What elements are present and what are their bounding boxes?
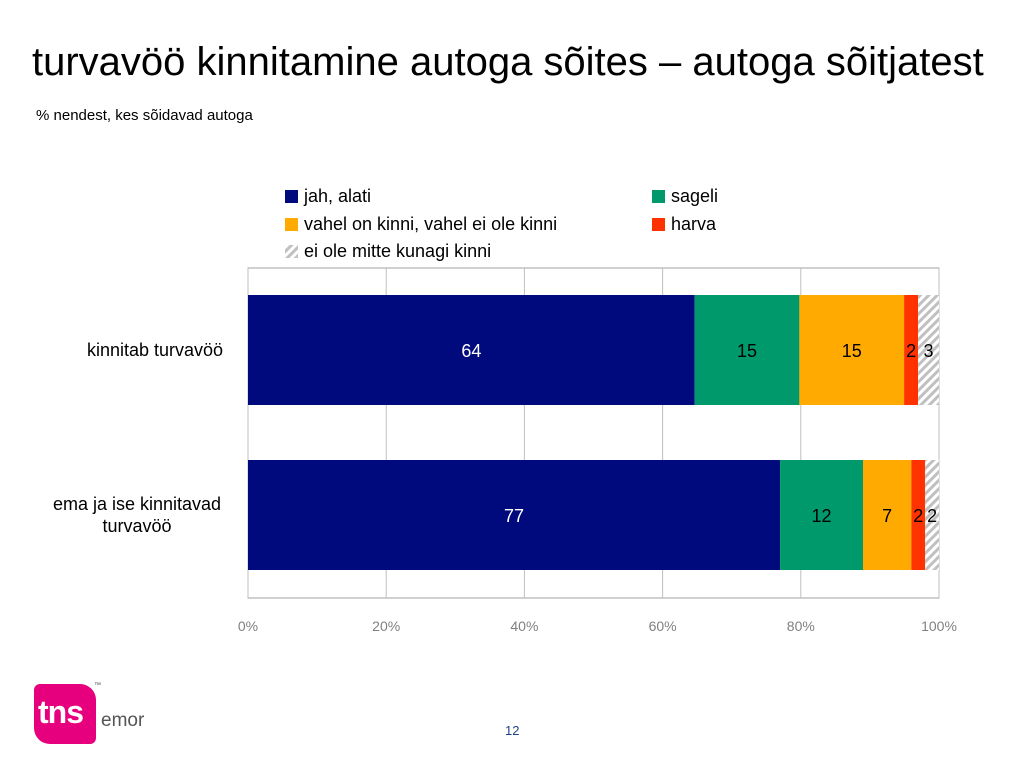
category-label: ema ja ise kinnitavad turvavöö [53,494,221,536]
legend-label: sageli [671,186,718,206]
bars-layer [248,295,939,570]
logo-mark [34,684,96,744]
legend-label: harva [671,214,717,234]
bar-segment [799,295,905,405]
data-label: 7 [882,506,892,526]
bar-segment [925,460,939,570]
legend-swatch [285,190,298,203]
x-tick-label: 40% [510,618,538,634]
logo-tns-text: tns [38,694,84,730]
bar-segment [918,295,939,405]
slide-title: turvavöö kinnitamine autoga sõites – aut… [32,40,984,84]
legend-item: jah, alati [285,186,371,206]
bar-segment [911,460,926,570]
legend-item: ei ole mitte kunagi kinni [285,241,491,261]
legend-label: vahel on kinni, vahel ei ole kinni [304,214,557,234]
x-tick-label: 100% [921,618,957,634]
category-label: kinnitab turvavöö [87,340,223,360]
bar-segment [694,295,800,405]
legend-swatch [652,218,665,231]
tns-emor-logo: tns ™ emor [34,682,145,748]
data-label: 15 [842,341,862,361]
bar-segment [904,295,919,405]
logo-trademark: ™ [94,682,101,689]
data-labels-layer: 64 15 15 2 377 12 7 2 2 [461,341,937,526]
legend-item: harva [652,214,717,234]
legend-item: vahel on kinni, vahel ei ole kinni [285,214,557,234]
bar-segment [248,460,781,570]
bar-segment [862,460,912,570]
bar-segment [248,295,695,405]
slide-subtitle: % nendest, kes sõidavad autoga [36,107,253,124]
x-tick-label: 20% [372,618,400,634]
bar-segment [780,460,863,570]
data-label: 2 [913,506,923,526]
data-label: 64 [461,341,481,361]
category-labels-layer: kinnitab turvavöö ema ja ise kinnitavad tu… [53,340,223,536]
legend: jah, alati sageli vahel on kinni, vahel ei… [285,186,718,261]
data-label: 15 [737,341,757,361]
x-tick-labels-layer: 0% 20% 40% 60% 80% 100% [238,618,957,634]
page-number: 12 [505,723,520,738]
data-label: 3 [924,341,934,361]
x-tick-label: 0% [238,618,258,634]
legend-label: ei ole mitte kunagi kinni [304,241,491,261]
data-label: 77 [504,506,524,526]
data-label: 2 [927,506,937,526]
legend-swatch [285,218,298,231]
legend-item: sageli [652,186,718,206]
legend-label: jah, alati [303,186,371,206]
x-tick-label: 60% [649,618,677,634]
logo-emor-text: emor [101,710,145,731]
data-label: 2 [906,341,916,361]
data-label: 12 [812,506,832,526]
legend-swatch [285,245,298,258]
legend-swatch [652,190,665,203]
x-tick-label: 80% [787,618,815,634]
